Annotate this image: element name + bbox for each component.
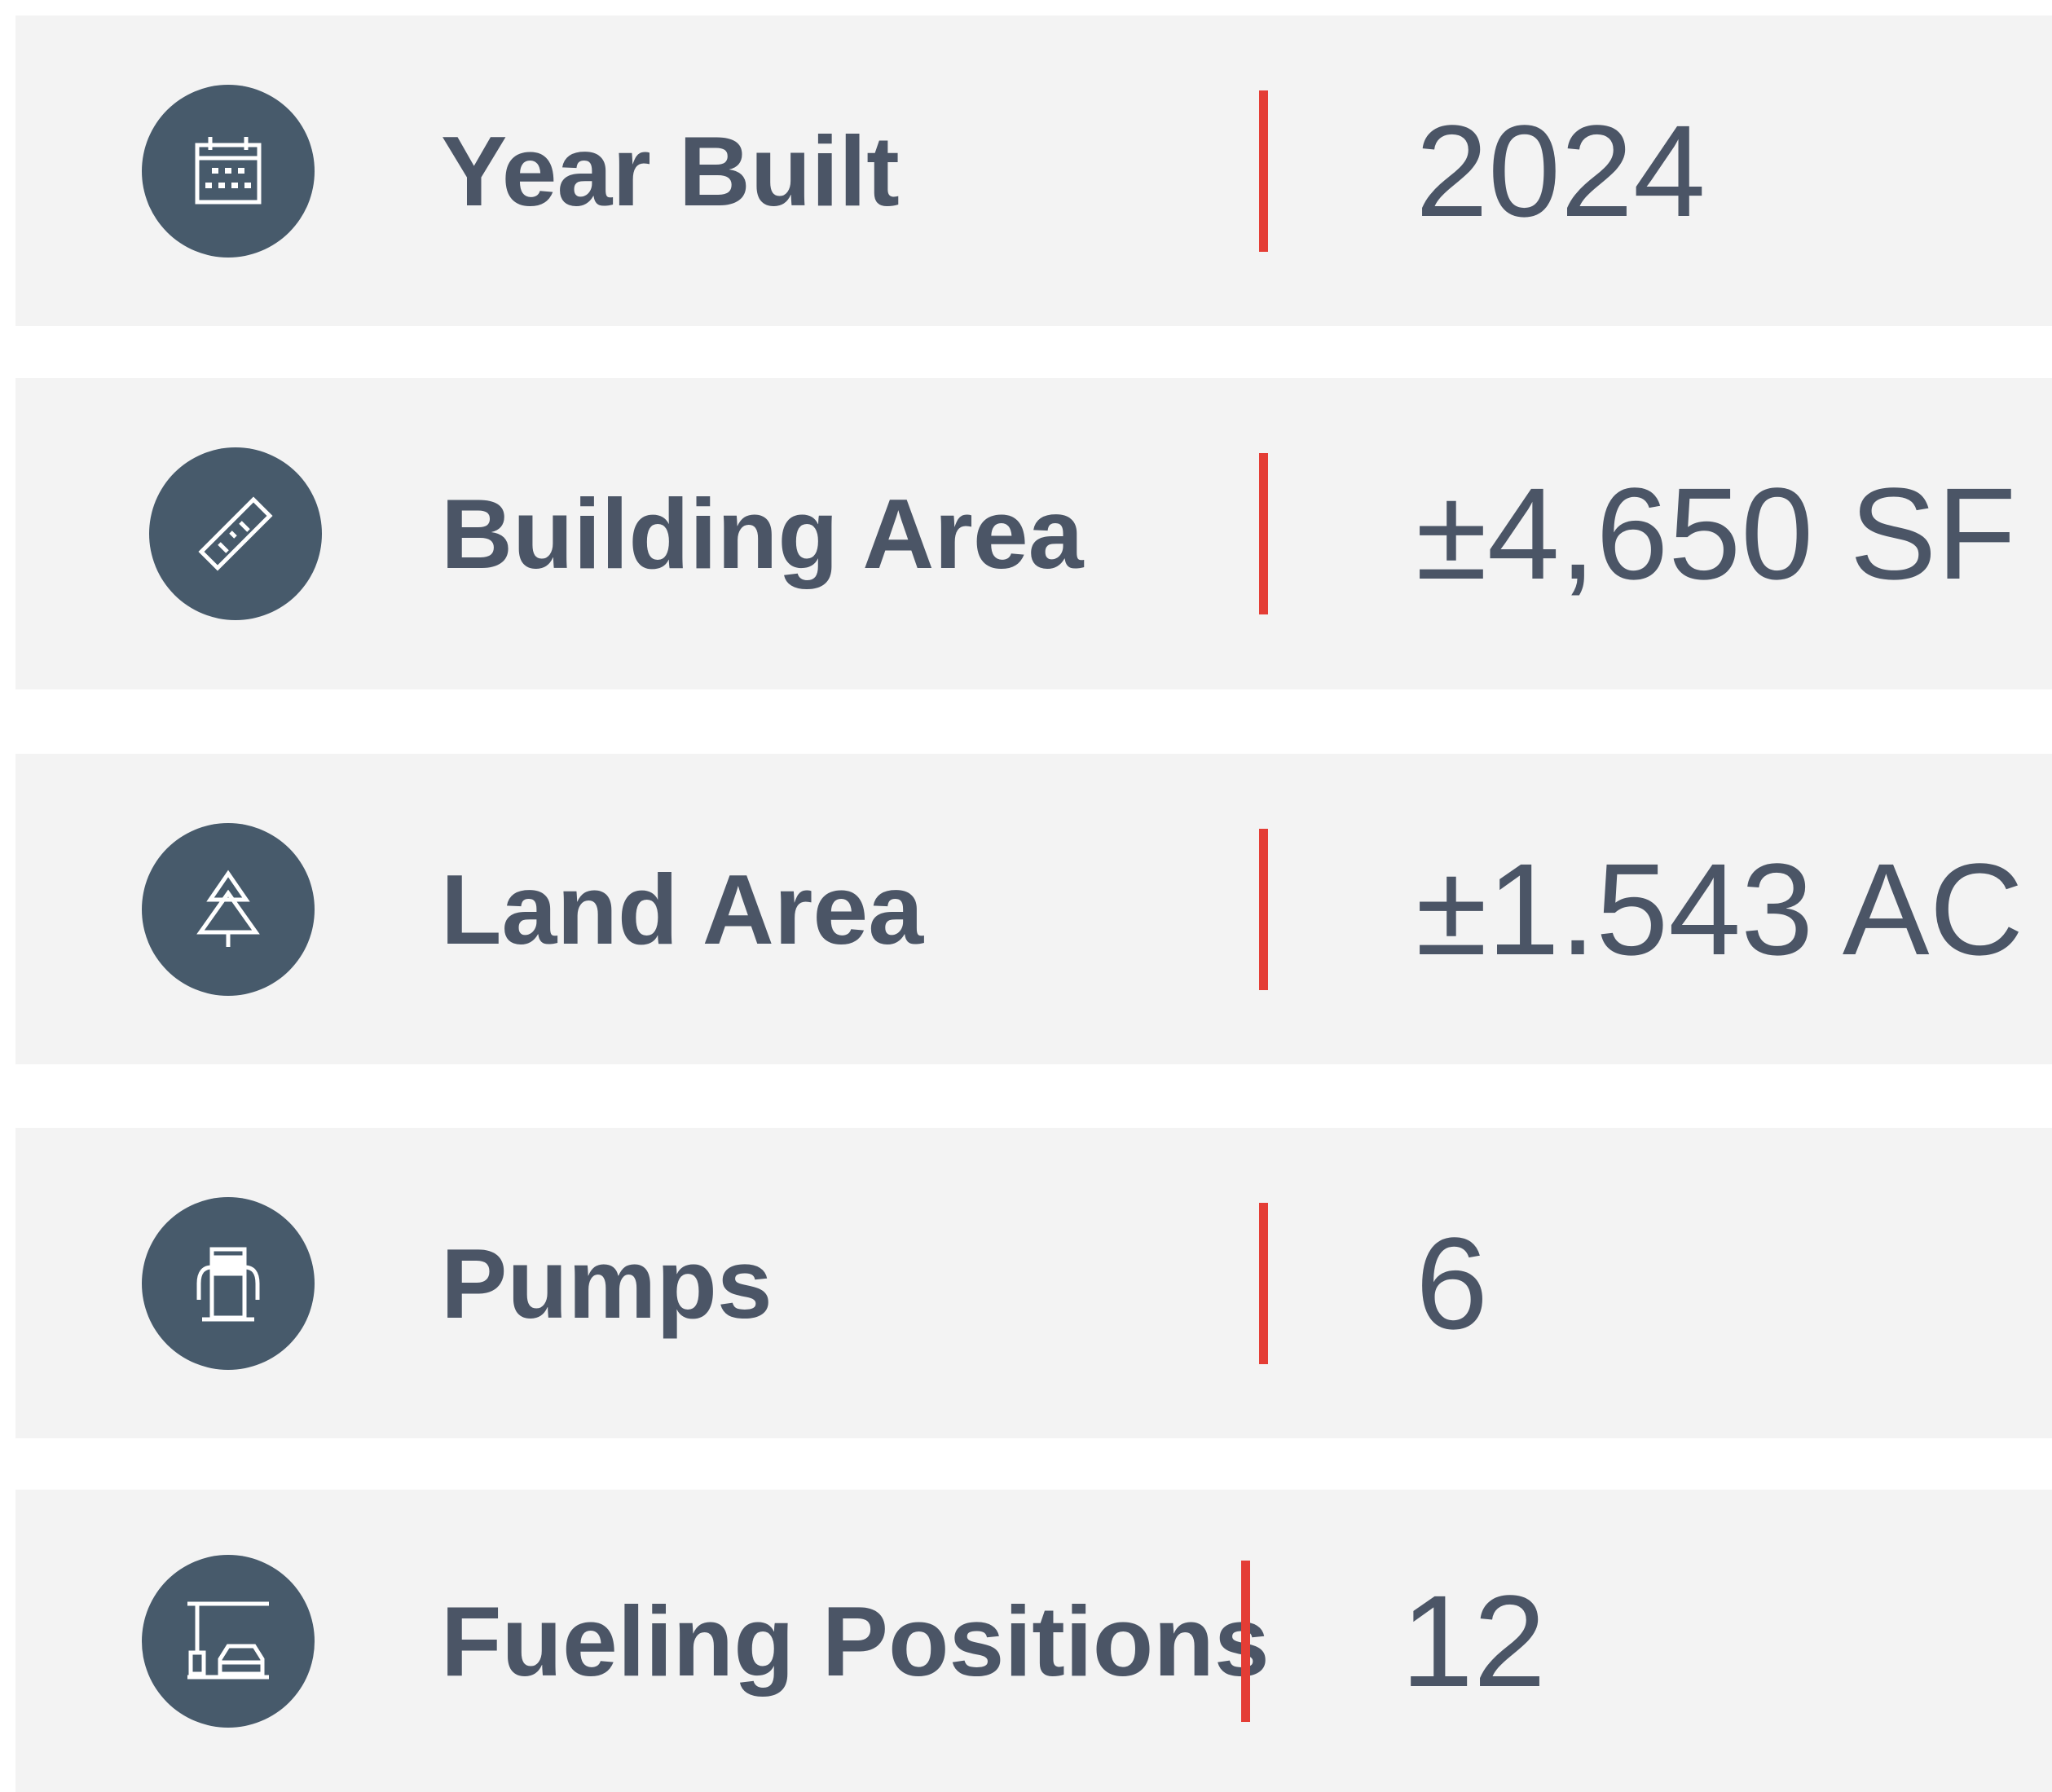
divider (1259, 1202, 1268, 1364)
calendar-icon (142, 84, 315, 258)
divider (1259, 453, 1268, 614)
property-row: Fueling Positions 12 (15, 1490, 2052, 1792)
property-row: Land Area ±1.543 AC (15, 754, 2052, 1064)
row-label: Year Built (441, 115, 900, 227)
row-value: 6 (1416, 1209, 1488, 1356)
property-row: Pumps 6 (15, 1128, 2052, 1438)
divider (1259, 90, 1268, 252)
row-label: Building Area (441, 478, 1084, 589)
row-value: 2024 (1416, 97, 1706, 244)
row-value: ±4,650 SF (1416, 460, 2017, 606)
row-value: 12 (1401, 1567, 1546, 1714)
tree-icon (142, 822, 315, 996)
ruler-icon (149, 447, 322, 620)
property-row: Building Area ±4,650 SF (15, 378, 2052, 689)
divider (1241, 1560, 1250, 1722)
row-label: Fueling Positions (441, 1585, 1270, 1697)
row-label: Pumps (441, 1227, 773, 1339)
row-label: Land Area (441, 853, 924, 965)
pump-icon (142, 1196, 315, 1370)
row-value: ±1.543 AC (1416, 835, 2024, 982)
fueling-icon (142, 1554, 315, 1728)
property-row: Year Built 2024 (15, 15, 2052, 326)
divider (1259, 828, 1268, 990)
